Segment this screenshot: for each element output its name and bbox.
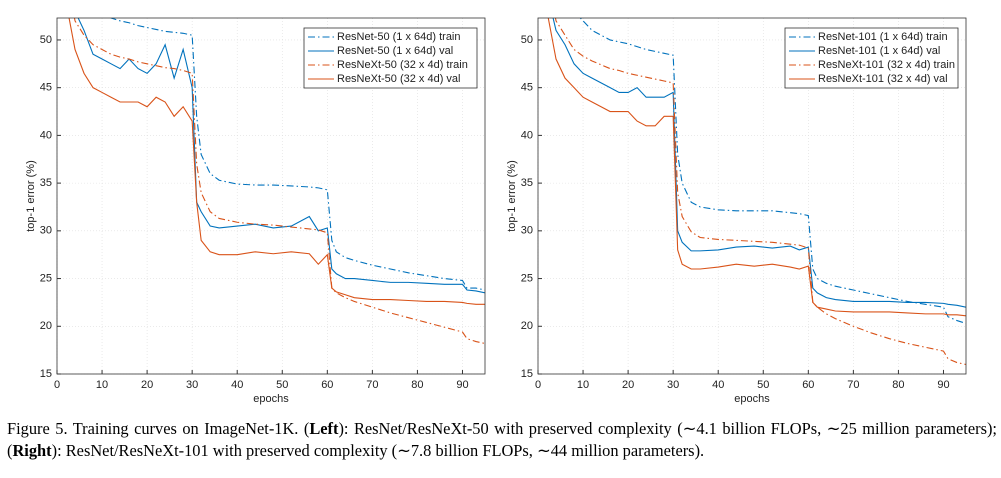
x-tick-label: 30: [667, 379, 679, 391]
lines: [68, 18, 485, 344]
figure: 15 20 25 30 35 40 45 50 0 10 20 30 40 50 60 70 80 90 epoch…: [25, 17, 967, 405]
legend-label: ResNeXt-50 (32 x 4d) train: [337, 59, 468, 71]
caption: Figure 5. Training curves on ImageNet-1K…: [7, 418, 997, 462]
x-tick-label: 90: [456, 379, 468, 391]
x-tick-label: 80: [411, 379, 423, 391]
line-series: [77, 18, 485, 294]
axes-frame: [537, 17, 967, 375]
line-series: [579, 18, 966, 324]
x-tick-label: 70: [366, 379, 378, 391]
x-axis-label: epochs: [253, 393, 289, 405]
y-tick-label: 45: [521, 82, 533, 94]
x-tick-label: 40: [712, 379, 724, 391]
y-tick-label: 50: [40, 34, 52, 46]
x-tick-label: 90: [937, 379, 949, 391]
x-tick-label: 0: [535, 379, 541, 391]
y-tick-label: 30: [521, 225, 533, 237]
y-tick-label: 40: [521, 129, 533, 141]
x-tick-label: 80: [892, 379, 904, 391]
caption-text: ): ResNet/ResNeXt-101 with preserved com…: [51, 441, 705, 460]
line-series: [554, 18, 966, 365]
x-tick-label: 50: [276, 379, 288, 391]
legend-label: ResNet-50 (1 x 64d) train: [337, 31, 461, 43]
legend-label: ResNeXt-101 (32 x 4d) val: [818, 73, 948, 85]
x-tick-label: 30: [186, 379, 198, 391]
x-tick-label: 20: [141, 379, 153, 391]
x-tick-label: 70: [847, 379, 859, 391]
axes-frame: [56, 17, 486, 375]
legend-label: ResNet-101 (1 x 64d) train: [818, 31, 948, 43]
y-tick-label: 15: [521, 368, 533, 380]
legend-box: [303, 27, 478, 89]
x-tick-label: 10: [577, 379, 589, 391]
x-tick-label: 60: [321, 379, 333, 391]
legend-label: ResNeXt-101 (32 x 4d) train: [818, 59, 955, 71]
legend: ResNet-101 (1 x 64d) train ResNet-101 (1 …: [784, 27, 959, 89]
y-tick-label: 50: [521, 34, 533, 46]
caption-text: Figure 5. Training curves on ImageNet-1K…: [7, 419, 310, 438]
caption-bold: Left: [309, 419, 339, 438]
chart: 15 20 25 30 35 40 45 50 0 10 20 30 40 50 60 70 80 90 epoch…: [25, 17, 486, 405]
x-tick-label: 50: [757, 379, 769, 391]
y-tick-label: 25: [40, 272, 52, 284]
y-tick-label: 30: [40, 225, 52, 237]
y-tick-label: 40: [40, 129, 52, 141]
y-tick-label: 45: [40, 82, 52, 94]
chart: 15 20 25 30 35 40 45 50 0 10 20 30 40 50 60 70 80 90 epoch…: [506, 17, 967, 405]
x-tick-label: 10: [96, 379, 108, 391]
line-series: [73, 18, 485, 344]
caption-text: ): ResNet/ResNeXt-50 with preserved comp…: [7, 419, 997, 460]
line-series: [552, 18, 966, 308]
line-series: [68, 18, 485, 305]
lines: [547, 18, 966, 365]
x-tick-label: 20: [622, 379, 634, 391]
legend: ResNet-50 (1 x 64d) train ResNet-50 (1 x …: [303, 27, 478, 89]
caption-bold: Right: [12, 441, 52, 460]
y-tick-label: 15: [40, 368, 52, 380]
y-tick-label: 25: [521, 272, 533, 284]
legend-label: ResNet-50 (1 x 64d) val: [337, 45, 453, 57]
legend-label: ResNeXt-50 (32 x 4d) val: [337, 73, 461, 85]
y-tick-label: 20: [521, 320, 533, 332]
x-axis-label: epochs: [734, 393, 770, 405]
y-axis-label: top-1 error (%): [25, 160, 37, 232]
legend-box: [784, 27, 959, 89]
line-series: [547, 18, 966, 317]
y-tick-label: 20: [40, 320, 52, 332]
y-tick-label: 35: [521, 177, 533, 189]
legend-label: ResNet-101 (1 x 64d) val: [818, 45, 940, 57]
y-axis-label: top-1 error (%): [506, 160, 518, 232]
x-tick-label: 60: [802, 379, 814, 391]
y-tick-label: 35: [40, 177, 52, 189]
x-tick-label: 40: [231, 379, 243, 391]
x-tick-label: 0: [54, 379, 60, 391]
